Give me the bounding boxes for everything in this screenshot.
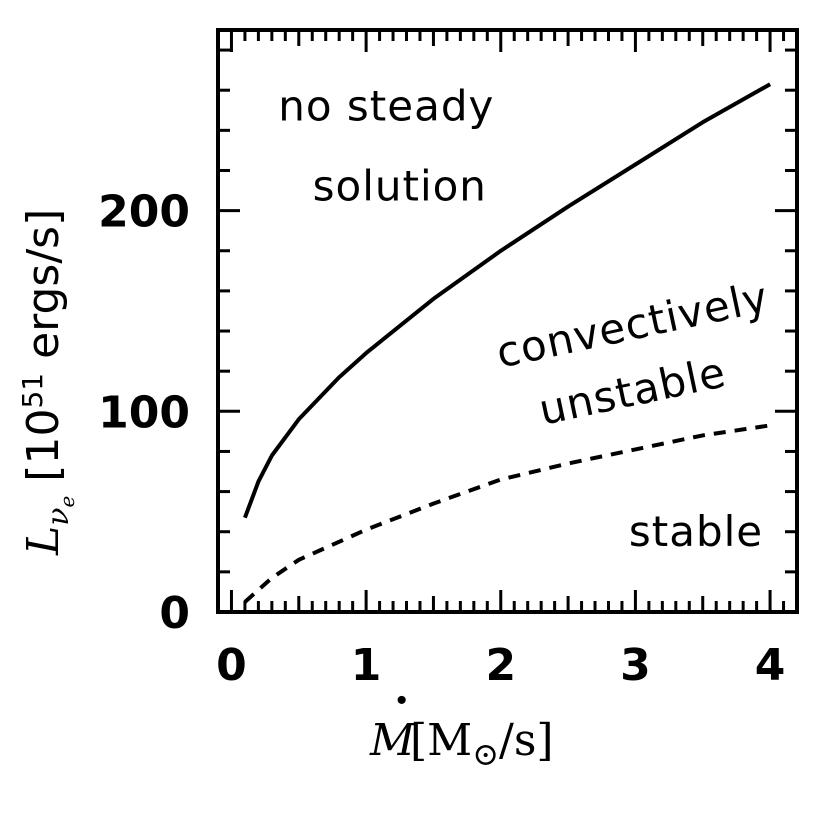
series-lines [243,82,772,604]
y-axis-label-main: L [18,526,69,556]
svg-text:[M⊙/s]: [M⊙/s] [410,715,554,773]
region-label: convectively [492,272,773,377]
x-axis-label: M · [M⊙/s] [369,675,554,773]
y-axis-label-sub: ν [41,508,76,526]
y-axis-label-sup: 51 [16,373,49,409]
svg-text:Lνe[1051 ergs/s]: Lνe [1051 ergs/s] [16,209,79,556]
y-axis-label-subsub: e [55,496,79,508]
y-axis-label-close: ergs/s] [18,209,69,373]
x-axis-label-sub: ⊙ [472,735,499,773]
region-annotations: no steadysolutionconvectivelyunstablesta… [278,81,772,555]
y-tick-label: 200 [98,187,190,238]
x-tick-label: 4 [755,640,786,691]
dashed-curve [243,423,771,604]
region-label: stable [629,507,763,556]
region-label: no steady [278,81,494,130]
y-tick-label: 0 [159,588,190,639]
tick-labels: 0 1 2 3 4 0 100 200 [98,187,785,691]
x-tick-label: 0 [216,640,247,691]
x-tick-label: 3 [620,640,651,691]
x-axis-label-close: /s] [499,715,554,766]
y-tick-label: 100 [98,387,190,438]
x-tick-label: 2 [485,640,516,691]
y-axis-label-open: [10 [18,409,69,482]
x-axis-label-open: [M [410,715,472,766]
region-label: solution [313,162,487,211]
x-axis-label-dot: · [394,675,409,726]
svg-text:M: M [369,715,416,766]
x-axis-label-main: M [369,715,416,766]
plot-frame [216,28,799,614]
x-tick-label: 1 [351,640,382,691]
solid-curve [243,82,772,519]
y-axis-label: Lνe [1051 ergs/s] [16,209,79,556]
